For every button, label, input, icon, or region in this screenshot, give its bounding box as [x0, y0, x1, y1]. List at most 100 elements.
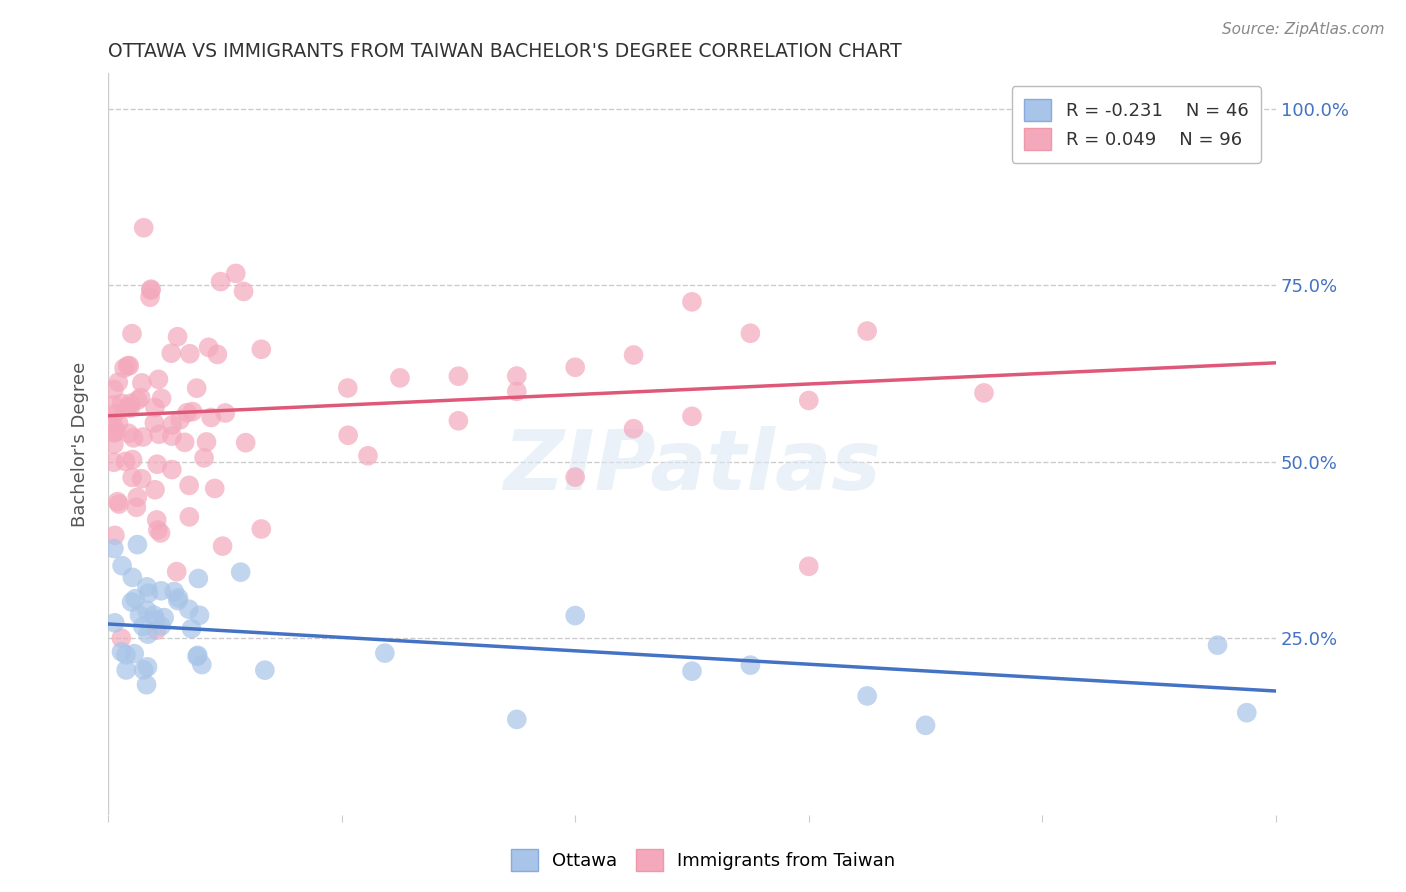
Point [132, 619, 155, 633]
Point [150, 583, 173, 598]
Point [136, 580, 159, 594]
Point [103, 383, 125, 397]
Point [145, 623, 167, 637]
Point [118, 359, 141, 373]
Point [197, 340, 219, 354]
Point [121, 470, 143, 484]
Point [357, 449, 380, 463]
Point [103, 541, 125, 556]
Point [107, 417, 129, 431]
Point [131, 472, 153, 486]
Point [132, 430, 155, 444]
Point [195, 434, 218, 449]
Point [146, 457, 169, 471]
Point [112, 361, 135, 376]
Point [120, 396, 142, 410]
Point [122, 431, 145, 445]
Point [160, 417, 183, 432]
Point [1206, 638, 1229, 652]
Point [914, 718, 936, 732]
Point [250, 522, 273, 536]
Point [115, 663, 138, 677]
Point [142, 608, 165, 623]
Point [160, 462, 183, 476]
Point [681, 409, 703, 424]
Point [564, 360, 586, 375]
Point [447, 369, 470, 384]
Point [138, 586, 160, 600]
Y-axis label: Bachelor's Degree: Bachelor's Degree [72, 361, 89, 526]
Point [107, 375, 129, 389]
Point [207, 347, 229, 361]
Point [125, 500, 148, 515]
Point [131, 376, 153, 390]
Point [506, 384, 529, 399]
Point [166, 593, 188, 607]
Point [181, 404, 204, 418]
Point [103, 437, 125, 451]
Point [103, 419, 125, 434]
Point [180, 622, 202, 636]
Point [179, 347, 201, 361]
Point [121, 595, 143, 609]
Point [145, 513, 167, 527]
Point [209, 275, 232, 289]
Point [187, 648, 209, 663]
Point [110, 396, 132, 410]
Point [149, 525, 172, 540]
Point [107, 494, 129, 508]
Point [160, 429, 183, 443]
Point [150, 619, 173, 633]
Point [143, 401, 166, 415]
Point [564, 470, 586, 484]
Point [104, 528, 127, 542]
Point [176, 406, 198, 420]
Point [103, 398, 125, 412]
Point [506, 712, 529, 726]
Point [108, 497, 131, 511]
Point [135, 678, 157, 692]
Point [120, 401, 142, 415]
Point [232, 285, 254, 299]
Point [179, 509, 201, 524]
Point [188, 608, 211, 623]
Text: OTTAWA VS IMMIGRANTS FROM TAIWAN BACHELOR'S DEGREE CORRELATION CHART: OTTAWA VS IMMIGRANTS FROM TAIWAN BACHELO… [108, 42, 901, 61]
Point [121, 326, 143, 341]
Point [139, 282, 162, 296]
Point [973, 385, 995, 400]
Point [623, 348, 645, 362]
Point [128, 608, 150, 623]
Point [169, 413, 191, 427]
Point [447, 414, 470, 428]
Point [127, 490, 149, 504]
Point [117, 359, 139, 373]
Point [153, 610, 176, 624]
Point [135, 603, 157, 617]
Point [136, 660, 159, 674]
Point [166, 329, 188, 343]
Point [127, 393, 149, 408]
Point [250, 343, 273, 357]
Point [204, 482, 226, 496]
Point [103, 407, 125, 421]
Point [214, 406, 236, 420]
Point [173, 435, 195, 450]
Point [337, 428, 360, 442]
Point [797, 393, 820, 408]
Point [186, 381, 208, 395]
Point [139, 283, 162, 297]
Point [200, 410, 222, 425]
Point [179, 478, 201, 492]
Point [132, 220, 155, 235]
Point [110, 631, 132, 645]
Point [143, 416, 166, 430]
Point [177, 602, 200, 616]
Text: ZIPatlas: ZIPatlas [503, 425, 882, 507]
Point [111, 558, 134, 573]
Point [1236, 706, 1258, 720]
Point [132, 663, 155, 677]
Point [110, 645, 132, 659]
Point [136, 627, 159, 641]
Point [186, 649, 208, 664]
Point [124, 591, 146, 606]
